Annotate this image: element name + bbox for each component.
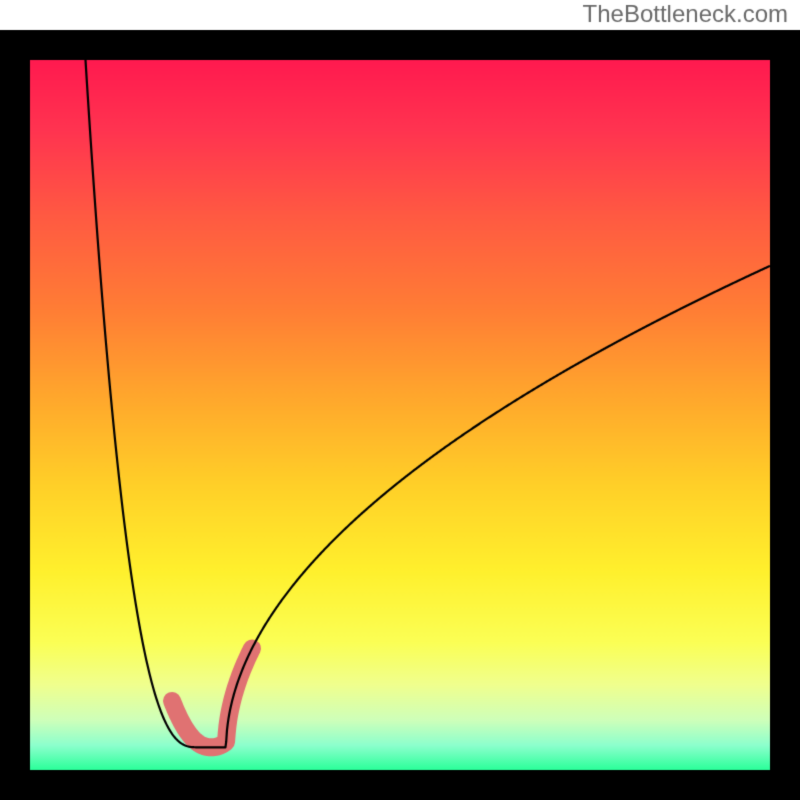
bottleneck-chart — [0, 0, 800, 800]
